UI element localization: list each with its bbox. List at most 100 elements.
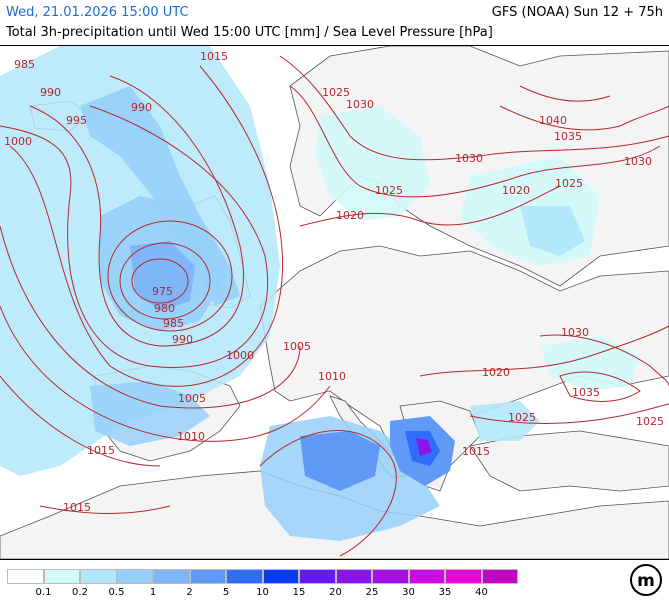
isobar-1025-east [289,85,661,198]
precip-russia-core [520,206,585,256]
isobar-label: 1020 [502,184,530,197]
isobar-label: 1020 [482,366,510,379]
isobar-label: 1010 [177,430,205,443]
legend-label: 20 [329,587,342,598]
isobar-label: 985 [14,58,35,71]
isobar-1030-east [279,55,669,161]
legend-swatch [481,569,518,584]
isobar-label: 1005 [178,392,206,405]
isobar-label: 995 [66,114,87,127]
isobar-label: 1035 [572,386,600,399]
legend-swatch [372,569,409,584]
valid-time: Wed, 21.01.2026 15:00 UTC [6,5,189,20]
isobar-label: 1025 [636,415,664,428]
isobar-1020-south [419,325,669,377]
precip-iberia [90,381,210,446]
isobar-1020-east [299,185,561,227]
isobar-975 [131,258,189,304]
legend-swatch [153,569,190,584]
legend-swatch [335,569,372,584]
isobar-1025-south [469,403,669,424]
isobar-layer [0,55,669,557]
legend-swatch [189,569,226,584]
precip-scandinavia [315,106,430,221]
isobar-1015-west [0,375,161,467]
isobar-1000 [9,65,283,387]
isobar-label: 1015 [63,501,91,514]
isobar-1005 [0,225,301,409]
map-svg: 985 990 995 1000 1015 990 975 980 985 99… [0,45,669,560]
legend-swatch [116,569,153,584]
isobar-label: 1025 [508,411,536,424]
legend-swatch [7,569,44,584]
isobar-label: 1010 [318,370,346,383]
legend-label: 0.2 [72,587,88,598]
precip-greece-peak [416,438,432,456]
isobar-label: 990 [40,86,61,99]
legend-swatch [299,569,336,584]
legend-swatch [43,569,80,584]
isobar-label: 1015 [462,445,490,458]
isobar-label: 1025 [555,177,583,190]
legend-swatch [80,569,117,584]
legend-label: 30 [402,587,415,598]
isobar-label: 985 [163,317,184,330]
isobar-1015-africa [39,505,171,514]
meteologix-logo-icon: m [630,564,662,596]
precip-front [80,86,240,306]
isobar-985 [107,220,233,332]
isobar-1015-med [259,430,397,557]
isobar-label: 980 [154,302,175,315]
legend-label: 0.5 [108,587,125,598]
svg-text:m: m [637,571,655,591]
weather-map[interactable]: 985 990 995 1000 1015 990 975 980 985 99… [0,45,669,560]
isobar-label-layer: 985 990 995 1000 1015 990 975 980 985 99… [4,50,664,514]
isobar-1010 [0,305,331,442]
isobar-1030-south [539,334,669,387]
isobar-995 [0,105,269,368]
legend-label: 25 [365,587,379,598]
model-run: GFS (NOAA) Sun 12 + 75h [491,5,663,20]
isobar-label: 1000 [226,349,254,362]
isobar-label: 975 [152,285,173,298]
legend-label: 35 [438,587,452,598]
precipitation-layer [0,46,640,541]
isobar-label: 1025 [375,184,403,197]
isobar-label: 1025 [322,86,350,99]
legend-label: 5 [222,587,230,598]
isobar-label: 1030 [561,326,589,339]
map-description: Total 3h-precipitation until Wed 15:00 U… [6,25,493,40]
isobar-980 [119,242,211,320]
isobar-label: 1030 [455,152,483,165]
precip-low-heavy [130,241,195,311]
legend-swatch [408,569,445,584]
isobar-label: 990 [172,333,193,346]
isobar-label: 1020 [336,209,364,222]
legend-label: 40 [475,587,488,598]
legend-label: 0.1 [35,587,52,598]
legend-swatch [226,569,263,584]
legend-label: 10 [256,587,269,598]
header: Wed, 21.01.2026 15:00 UTC GFS (NOAA) Sun… [0,0,669,46]
turkey [469,430,669,492]
isobar-label: 1005 [283,340,311,353]
isobar-1035 [499,105,669,131]
precipitation-legend: 0.1 0.2 0.5 1 2 5 10 15 20 25 30 35 40 [0,562,669,600]
isobar-label: 1040 [539,114,567,127]
isobar-label: 1000 [4,135,32,148]
isobar-label: 1030 [346,98,374,111]
isobar-label: 1030 [624,155,652,168]
isobar-990 [29,75,244,347]
legend-label: 1 [149,587,157,598]
legend-swatch [262,569,299,584]
isobar-label: 1015 [87,444,115,457]
isobar-label: 1035 [554,130,582,143]
isobar-1035-south [559,371,641,402]
precip-med-heavy [300,431,380,491]
isobar-1040 [519,85,611,102]
isobar-label: 990 [131,101,152,114]
legend-swatch [445,569,482,584]
isobar-label: 1015 [200,50,228,63]
legend-label: 2 [186,587,193,598]
legend-label: 15 [292,587,306,598]
